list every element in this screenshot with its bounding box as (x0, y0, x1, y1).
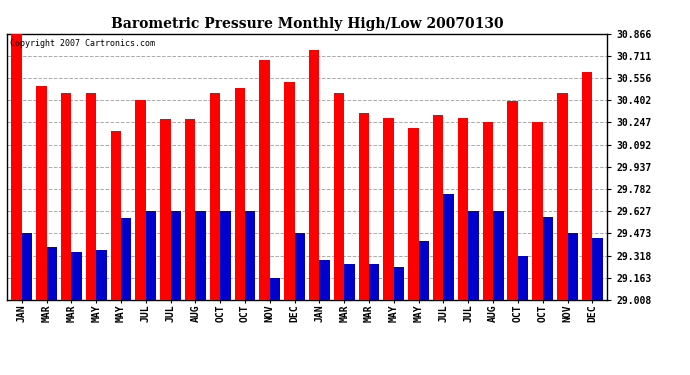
Bar (433, 115, 444, 300)
Bar (47, 247, 57, 300)
Bar (557, 93, 567, 300)
Bar (309, 50, 319, 300)
Bar (394, 267, 404, 300)
Bar (135, 100, 146, 300)
Bar (582, 72, 592, 300)
Bar (344, 264, 355, 300)
Bar (592, 238, 603, 300)
Bar (11, 34, 22, 300)
Bar (319, 260, 330, 300)
Text: Copyright 2007 Cartronics.com: Copyright 2007 Cartronics.com (10, 39, 155, 48)
Bar (532, 123, 543, 300)
Bar (295, 233, 305, 300)
Bar (567, 233, 578, 300)
Bar (36, 86, 47, 300)
Bar (185, 119, 195, 300)
Bar (96, 250, 107, 300)
Bar (543, 217, 553, 300)
Bar (160, 119, 170, 300)
Bar (86, 93, 96, 300)
Bar (71, 252, 82, 300)
Bar (210, 93, 220, 300)
Bar (384, 118, 394, 300)
Bar (270, 278, 280, 300)
Bar (284, 82, 295, 300)
Bar (469, 211, 479, 300)
Bar (507, 100, 518, 300)
Bar (220, 211, 230, 300)
Bar (493, 211, 504, 300)
Bar (170, 211, 181, 300)
Bar (444, 194, 454, 300)
Bar (259, 60, 270, 300)
Bar (110, 130, 121, 300)
Bar (408, 128, 419, 300)
Bar (359, 113, 369, 300)
Bar (458, 118, 469, 300)
Bar (483, 123, 493, 300)
Bar (419, 241, 429, 300)
Bar (195, 211, 206, 300)
Bar (121, 218, 131, 300)
Bar (334, 93, 344, 300)
Bar (518, 256, 529, 300)
Bar (369, 264, 380, 300)
Bar (235, 88, 245, 300)
Bar (61, 93, 71, 300)
Bar (22, 233, 32, 300)
Bar (146, 211, 156, 300)
Title: Barometric Pressure Monthly High/Low 20070130: Barometric Pressure Monthly High/Low 200… (110, 17, 504, 31)
Bar (245, 211, 255, 300)
